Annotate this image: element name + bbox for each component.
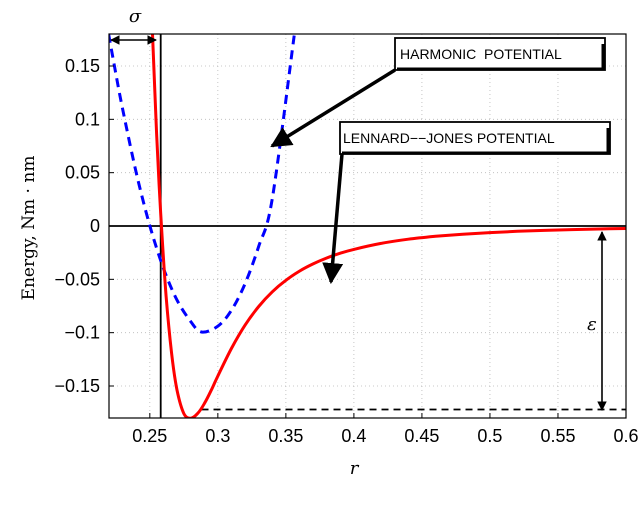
x-tick-label: 0.35 [268, 426, 303, 446]
harmonic-callout-arrow [270, 68, 396, 148]
y-tick-label: −0.05 [54, 269, 100, 289]
x-tick-label: 0.45 [404, 426, 439, 446]
harmonic-callout-text: HARMONIC POTENTIAL [400, 46, 562, 62]
lj-callout: LENNARD−−JONES POTENTIAL [322, 121, 611, 285]
sigma-label: σ [129, 6, 142, 27]
y-tick-label: 0.15 [65, 56, 100, 76]
x-tick-label: 0.5 [477, 426, 502, 446]
y-axis-label: Energy, Nm · nm [19, 156, 39, 301]
harmonic-potential-curve [109, 34, 296, 334]
reference-lines [109, 34, 626, 418]
lj-callout-box [339, 121, 611, 155]
lj-callout-arrow [322, 153, 344, 285]
epsilon-label: ε [587, 314, 597, 335]
lennard-jones-potential-curve [151, 34, 626, 418]
x-tick-label: 0.3 [205, 426, 230, 446]
x-axis-label: r [350, 458, 360, 479]
y-tick-label: 0.1 [75, 109, 100, 129]
y-tick-label: 0.05 [65, 163, 100, 183]
axis-ticks: 0.25 0.3 0.35 0.4 0.45 0.5 0.55 0.6 −0.15 −0.1 −0.… [54, 56, 638, 446]
lj-callout-text: LENNARD−−JONES POTENTIAL [343, 130, 555, 146]
x-tick-label: 0.25 [132, 426, 167, 446]
x-tick-label: 0.55 [540, 426, 575, 446]
harmonic-callout: HARMONIC POTENTIAL [270, 37, 606, 148]
series-group [109, 34, 626, 418]
y-tick-label: −0.1 [64, 323, 100, 343]
x-tick-label: 0.4 [341, 426, 366, 446]
harmonic-callout-box [394, 37, 606, 71]
y-tick-label: 0 [90, 216, 100, 236]
x-tick-label: 0.6 [613, 426, 638, 446]
y-tick-label: −0.15 [54, 376, 100, 396]
